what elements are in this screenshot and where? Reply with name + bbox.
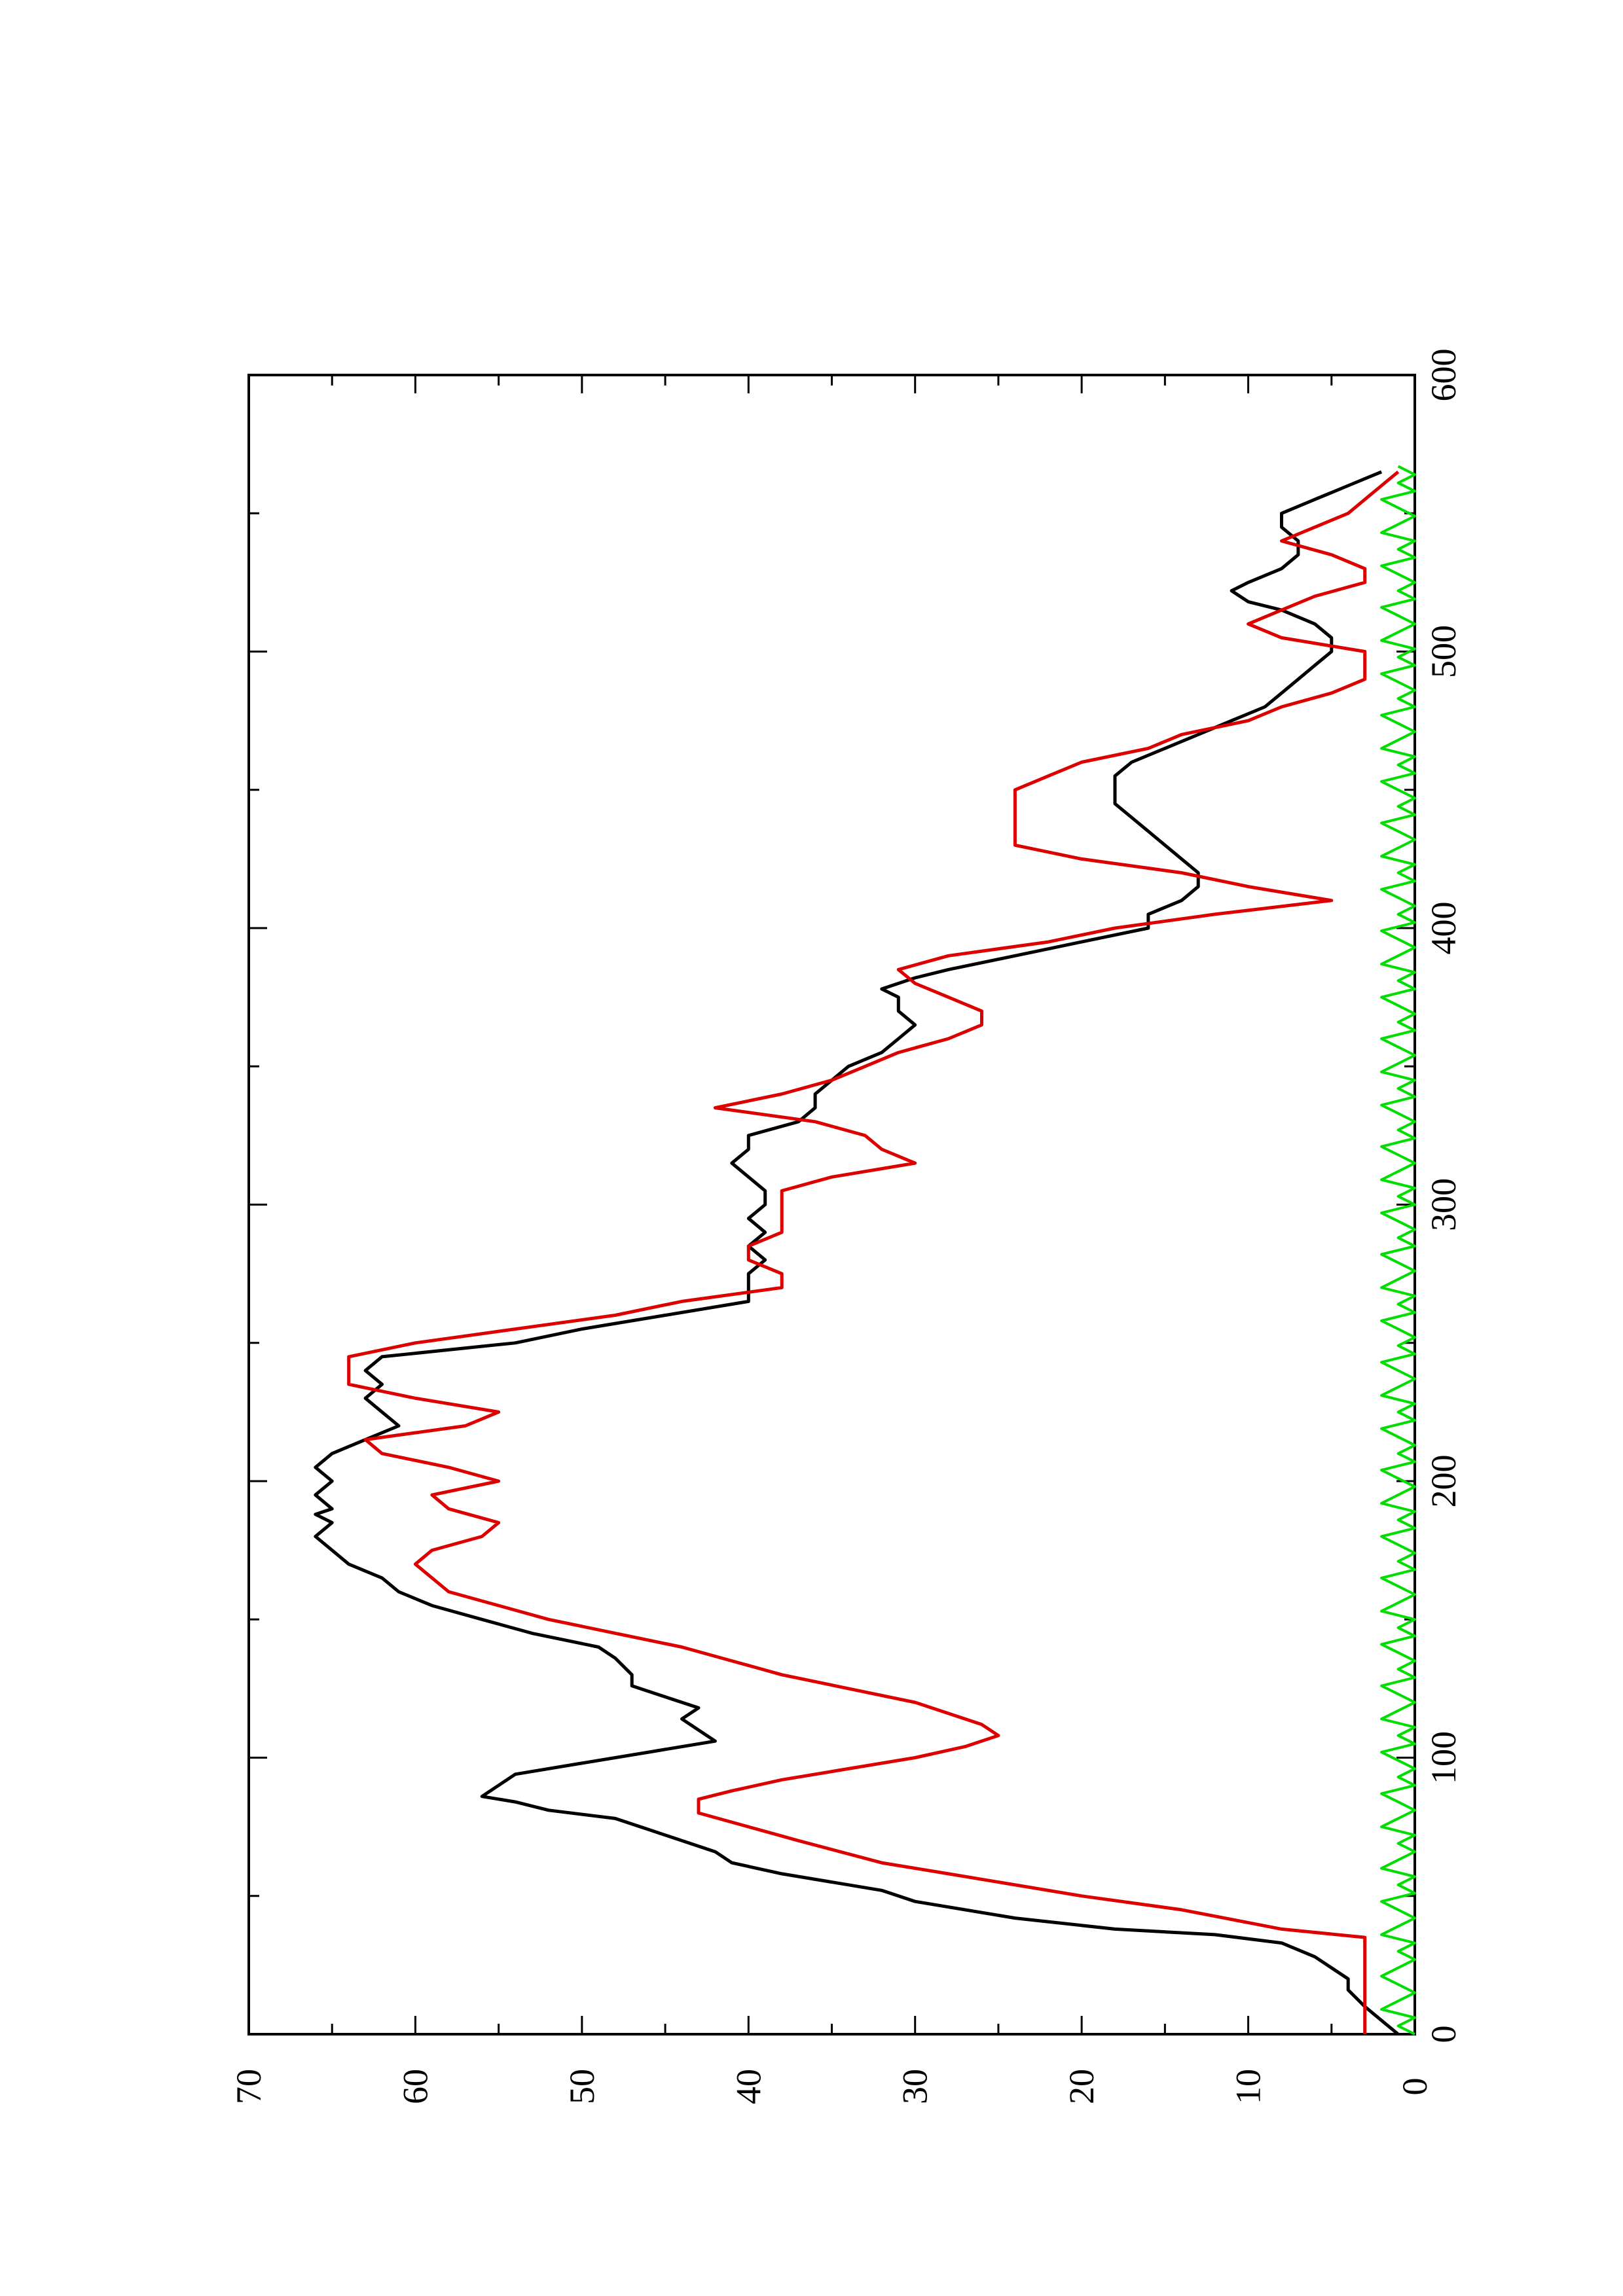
x-tick-label: 200 [1424, 1455, 1463, 1508]
series-layer [314, 465, 1416, 2036]
y-tick-label: 70 [229, 2069, 268, 2104]
series-green-line [1380, 465, 1416, 2036]
y-tick-label: 50 [562, 2069, 602, 2104]
x-axis: 0 100 200 300 400 500 600 [249, 349, 1463, 2043]
y-tick-label: 40 [729, 2069, 768, 2104]
y-axis: 0 10 20 30 40 50 60 70 [229, 375, 1434, 2104]
x-tick-label: 0 [1424, 2026, 1463, 2043]
plot-frame [247, 374, 1416, 2036]
series-black-line [314, 470, 1400, 2036]
x-tick-label: 300 [1424, 1178, 1463, 1231]
y-tick-label: 60 [395, 2069, 435, 2104]
series-red-line [347, 470, 1400, 2034]
x-tick-label: 600 [1424, 349, 1463, 402]
x-tick-label: 100 [1424, 1731, 1463, 1784]
y-tick-label: 0 [1395, 2078, 1434, 2096]
x-tick-label: 500 [1424, 625, 1463, 678]
y-tick-label: 30 [896, 2069, 935, 2104]
y-tick-label: 10 [1229, 2069, 1268, 2104]
x-tick-label: 400 [1424, 902, 1463, 955]
y-tick-label: 20 [1062, 2069, 1101, 2104]
